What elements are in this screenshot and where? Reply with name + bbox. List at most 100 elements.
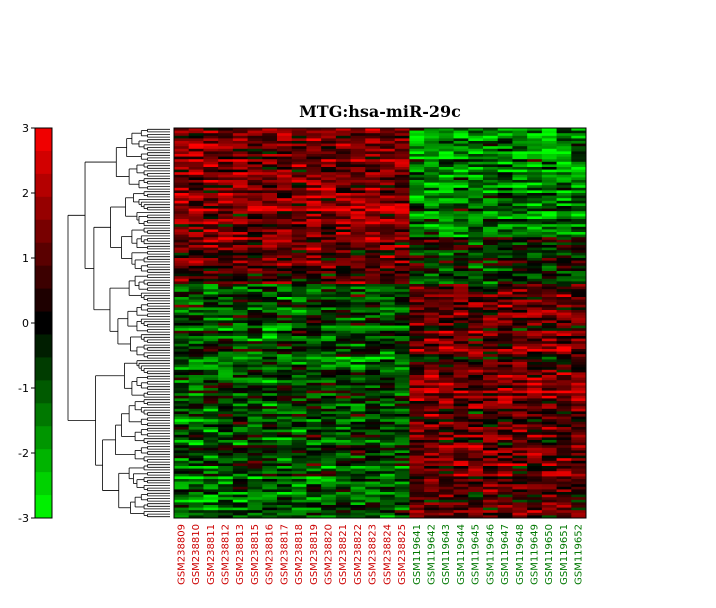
- heatmap-cell: [541, 390, 557, 394]
- heatmap-cell: [453, 362, 469, 365]
- heatmap-cell: [232, 323, 248, 326]
- heatmap-cell: [409, 325, 425, 329]
- heatmap-cell: [527, 408, 543, 412]
- heatmap-cell: [247, 161, 263, 165]
- heatmap-cell: [277, 416, 293, 420]
- heatmap-cell: [291, 338, 307, 342]
- heatmap-cell: [556, 510, 572, 514]
- heatmap-cell: [277, 289, 293, 293]
- heatmap-cell: [335, 372, 351, 376]
- heatmap-cell: [174, 406, 190, 410]
- heatmap-cell: [203, 489, 219, 493]
- heatmap-cell: [394, 398, 410, 402]
- heatmap-cell: [438, 146, 454, 150]
- colorbar-step: [35, 472, 52, 496]
- heatmap-cell: [291, 164, 307, 168]
- heatmap-cell: [380, 434, 396, 438]
- heatmap-cell: [512, 364, 528, 368]
- heatmap-cell: [218, 193, 234, 196]
- heatmap-cell: [291, 333, 307, 337]
- heatmap-cell: [291, 161, 307, 165]
- heatmap-cell: [174, 429, 190, 433]
- heatmap-cell: [453, 445, 469, 449]
- heatmap-cell: [262, 330, 278, 334]
- heatmap-cell: [262, 213, 278, 217]
- heatmap-cell: [174, 362, 190, 365]
- heatmap-cell: [335, 333, 351, 337]
- heatmap-cell: [556, 255, 572, 259]
- heatmap-cell: [291, 255, 307, 259]
- heatmap-cell: [394, 284, 410, 287]
- heatmap-cell: [541, 414, 557, 417]
- heatmap-cell: [424, 463, 440, 467]
- heatmap-cell: [512, 466, 528, 469]
- heatmap-cell: [512, 208, 528, 212]
- heatmap-cell: [438, 242, 454, 246]
- heatmap-cell: [335, 338, 351, 342]
- heatmap-cell: [218, 330, 234, 334]
- heatmap-cell: [262, 291, 278, 295]
- heatmap-cell: [571, 427, 587, 430]
- heatmap-cell: [424, 216, 440, 220]
- heatmap-cell: [571, 445, 587, 449]
- heatmap-cell: [556, 505, 572, 508]
- heatmap-cell: [188, 206, 204, 209]
- heatmap-cell: [350, 395, 366, 399]
- heatmap-cell: [306, 372, 322, 376]
- heatmap-cell: [365, 403, 381, 407]
- heatmap-cell: [277, 312, 293, 316]
- heatmap-cell: [203, 315, 219, 319]
- heatmap-cell: [424, 286, 440, 290]
- heatmap-cell: [424, 343, 440, 347]
- heatmap-cell: [483, 187, 499, 191]
- heatmap-cell: [218, 390, 234, 394]
- heatmap-cell: [365, 455, 381, 459]
- heatmap-cell: [453, 213, 469, 217]
- heatmap-cell: [468, 177, 484, 181]
- heatmap-cell: [468, 154, 484, 157]
- heatmap-cell: [497, 195, 513, 199]
- heatmap-cell: [262, 221, 278, 225]
- heatmap-cell: [203, 325, 219, 329]
- heatmap-cell: [247, 429, 263, 433]
- heatmap-cell: [468, 346, 484, 350]
- heatmap-cell: [365, 473, 381, 477]
- heatmap-cell: [321, 185, 337, 189]
- heatmap-cell: [468, 362, 484, 365]
- heatmap-cell: [232, 242, 248, 246]
- heatmap-cell: [174, 484, 190, 488]
- heatmap-cell: [453, 229, 469, 233]
- heatmap-cell: [409, 393, 425, 397]
- heatmap-cell: [321, 304, 337, 308]
- heatmap-cell: [556, 226, 572, 230]
- heatmap-cell: [291, 159, 307, 163]
- heatmap-cell: [365, 416, 381, 420]
- heatmap-cell: [497, 310, 513, 313]
- heatmap-cell: [571, 419, 587, 423]
- heatmap-cell: [497, 476, 513, 480]
- heatmap-cell: [394, 372, 410, 376]
- heatmap-cell: [247, 229, 263, 233]
- heatmap-cell: [247, 390, 263, 394]
- heatmap-cell: [247, 442, 263, 446]
- heatmap-cell: [218, 484, 234, 488]
- heatmap-cell: [365, 419, 381, 423]
- heatmap-cell: [321, 206, 337, 209]
- heatmap-cell: [277, 507, 293, 511]
- heatmap-cell: [174, 393, 190, 397]
- heatmap-cell: [350, 325, 366, 329]
- heatmap-cell: [512, 164, 528, 168]
- heatmap-cell: [365, 304, 381, 308]
- heatmap-cell: [527, 263, 543, 267]
- heatmap-cell: [394, 237, 410, 241]
- heatmap-cell: [424, 291, 440, 295]
- heatmap-cell: [541, 156, 557, 160]
- heatmap-cell: [424, 284, 440, 287]
- heatmap-cell: [556, 393, 572, 397]
- heatmap-cell: [453, 265, 469, 269]
- heatmap-cell: [203, 128, 219, 131]
- column-label: GSM238810: [191, 524, 202, 585]
- heatmap-cell: [453, 494, 469, 498]
- heatmap-cell: [394, 507, 410, 511]
- heatmap-cell: [335, 403, 351, 407]
